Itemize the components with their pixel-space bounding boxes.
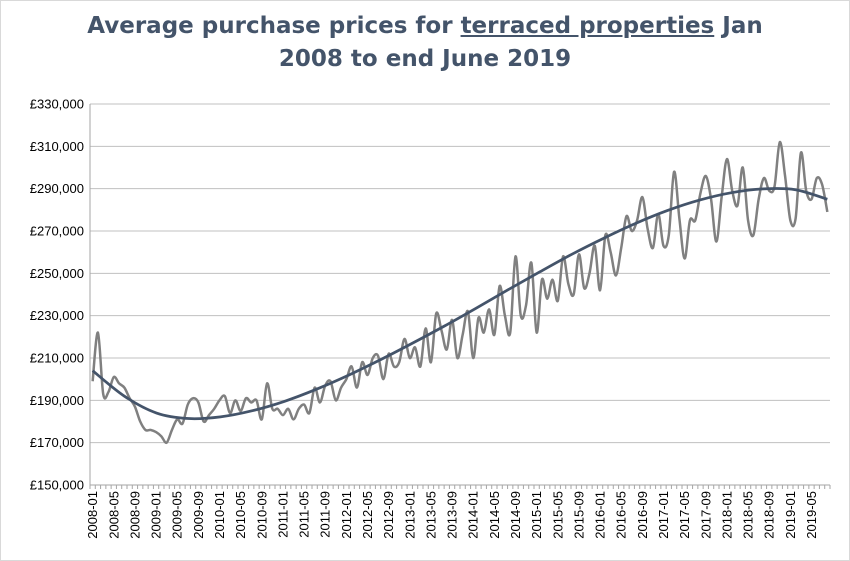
x-tick-label: 2018-05 <box>741 491 756 539</box>
x-tick-label: 2010-05 <box>233 491 248 539</box>
chart-title-part-3: Jan <box>714 13 763 39</box>
y-tick-label: £330,000 <box>30 97 84 112</box>
x-tick-label: 2008-01 <box>85 491 100 539</box>
chart-title-line-2: 2008 to end June 2019 <box>278 46 572 72</box>
x-tick-label: 2015-01 <box>529 491 544 539</box>
y-tick-label: £190,000 <box>30 393 84 408</box>
x-tick-label: 2017-05 <box>677 491 692 539</box>
y-tick-label: £210,000 <box>30 351 84 366</box>
x-tick-label: 2012-01 <box>339 491 354 539</box>
y-tick-label: £310,000 <box>30 139 84 154</box>
x-tick-label: 2014-09 <box>508 491 523 539</box>
x-tick-label: 2019-05 <box>804 491 819 539</box>
x-tick-label: 2011-05 <box>297 491 312 538</box>
chart-title: Average purchase prices for terraced pro… <box>0 10 850 76</box>
gridlines <box>90 103 830 486</box>
x-tick-label: 2017-01 <box>656 491 671 539</box>
x-tick-label: 2012-05 <box>360 491 375 539</box>
x-tick-label: 2009-09 <box>191 491 206 539</box>
x-tick-label: 2010-09 <box>254 491 269 539</box>
x-tick-label: 2014-05 <box>487 491 502 539</box>
y-axis-tick-labels: £150,000 £170,000 £190,000 £210,000 £230,000… <box>30 97 84 493</box>
x-tick-label: 2018-09 <box>762 491 777 539</box>
chart-title-part-1: Average purchase prices for <box>87 13 461 39</box>
x-tick-label: 2016-09 <box>635 491 650 539</box>
x-tick-label: 2010-01 <box>212 491 227 539</box>
chart-title-line-1: Average purchase prices for terraced pro… <box>0 10 850 43</box>
x-tick-label: 2019-01 <box>783 491 798 539</box>
x-tick-label: 2013-01 <box>402 491 417 539</box>
x-tick-label: 2011-01 <box>275 491 290 538</box>
x-tick-label: 2015-09 <box>571 491 586 539</box>
y-tick-label: £290,000 <box>30 181 84 196</box>
series-line-actual <box>91 140 829 445</box>
x-tick-label: 2016-01 <box>593 491 608 539</box>
chart-title-underlined: terraced properties <box>460 13 715 39</box>
x-tick-label: 2016-05 <box>614 491 629 539</box>
x-tick-label: 2014-01 <box>466 491 481 539</box>
x-tick-label: 2009-01 <box>149 491 164 539</box>
y-tick-label: £270,000 <box>30 224 84 239</box>
y-tick-label: £250,000 <box>30 266 84 281</box>
x-tick-label: 2012-09 <box>381 491 396 539</box>
x-tick-label: 2011-09 <box>318 491 333 538</box>
y-tick-label: £170,000 <box>30 435 84 450</box>
y-tick-label: £230,000 <box>30 308 84 323</box>
x-tick-label: 2008-09 <box>127 491 142 539</box>
series-line-trend <box>91 187 828 421</box>
y-tick-label: £150,000 <box>30 478 84 493</box>
series-lines <box>91 140 829 445</box>
x-tick-label: 2015-05 <box>550 491 565 539</box>
x-tick-label: 2013-05 <box>423 491 438 539</box>
x-axis: 2008-01 2008-05 2008-09 2009-01 2009-05 2009-… <box>85 104 831 539</box>
x-tick-label: 2017-09 <box>698 491 713 539</box>
x-tick-label: 2013-09 <box>445 491 460 539</box>
x-tick-label: 2008-05 <box>106 491 121 539</box>
x-tick-label: 2009-05 <box>170 491 185 539</box>
x-tick-label: 2018-01 <box>719 491 734 539</box>
